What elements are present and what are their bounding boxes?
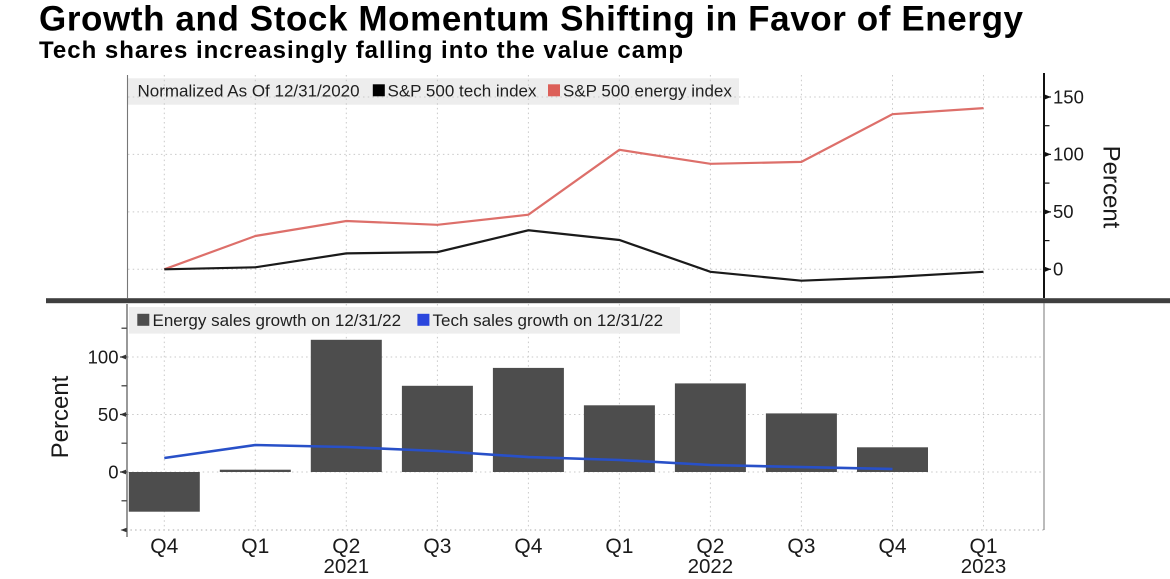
svg-text:Percent: Percent <box>47 375 74 458</box>
svg-text:Q2: Q2 <box>696 535 724 558</box>
svg-text:0: 0 <box>108 461 118 482</box>
svg-text:100: 100 <box>1053 144 1084 165</box>
svg-text:Tech sales growth on 12/31/22: Tech sales growth on 12/31/22 <box>433 311 664 330</box>
svg-text:100: 100 <box>88 346 119 367</box>
svg-text:2022: 2022 <box>688 555 734 574</box>
svg-text:Q4: Q4 <box>514 535 542 558</box>
svg-text:Q2: Q2 <box>332 535 360 558</box>
svg-text:0: 0 <box>1053 259 1063 280</box>
svg-text:Q3: Q3 <box>787 535 815 558</box>
svg-text:2023: 2023 <box>961 555 1007 574</box>
svg-text:Q3: Q3 <box>423 535 451 558</box>
svg-text:Energy sales growth on 12/31/2: Energy sales growth on 12/31/22 <box>153 311 402 330</box>
svg-text:150: 150 <box>1053 86 1084 107</box>
svg-text:50: 50 <box>1053 201 1074 222</box>
svg-text:Tech shares increasingly falli: Tech shares increasingly falling into th… <box>39 37 684 64</box>
svg-text:S&P 500 tech index: S&P 500 tech index <box>388 82 538 101</box>
svg-text:Percent: Percent <box>1098 146 1125 229</box>
svg-text:Q4: Q4 <box>150 535 178 558</box>
svg-text:S&P 500 energy index: S&P 500 energy index <box>563 82 732 101</box>
svg-text:Normalized As Of 12/31/2020: Normalized As Of 12/31/2020 <box>138 82 360 101</box>
svg-text:Q1: Q1 <box>241 535 269 558</box>
svg-text:50: 50 <box>98 404 119 425</box>
svg-text:Q1: Q1 <box>969 535 997 558</box>
svg-text:Q1: Q1 <box>605 535 633 558</box>
svg-text:Growth and Stock Momentum Shif: Growth and Stock Momentum Shifting in Fa… <box>39 0 1024 39</box>
svg-text:Q4: Q4 <box>878 535 906 558</box>
svg-text:2021: 2021 <box>323 555 369 574</box>
